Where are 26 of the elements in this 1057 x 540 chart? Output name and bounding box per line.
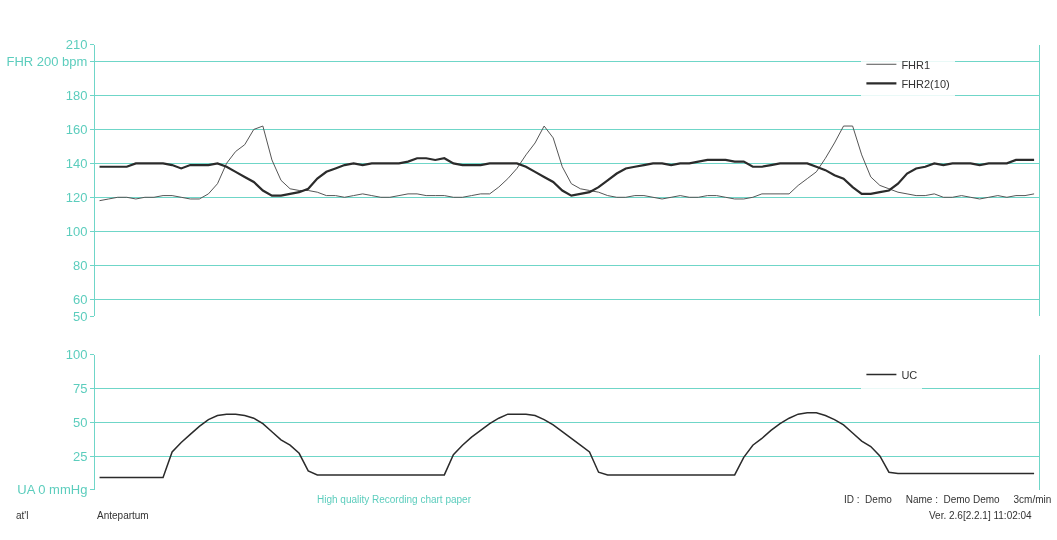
- y-tick-label: UA 0 mmHg: [17, 482, 88, 498]
- y-tick-label: 25: [72, 448, 88, 464]
- legend-label: FHR1: [901, 58, 931, 71]
- text: at'l: [16, 510, 29, 521]
- line-series: [98, 157, 1036, 197]
- y-tick-label: 180: [65, 88, 88, 104]
- y-tick-label: FHR 200 bpm: [6, 54, 88, 70]
- line-series: [99, 125, 1035, 202]
- y-tick-label: 210: [65, 37, 88, 53]
- legend-label: UC: [901, 368, 918, 381]
- y-tick-label: 160: [65, 121, 88, 137]
- text: ID : Demo Name : Demo Demo 3cm/min: [844, 494, 1052, 505]
- y-tick-label: 75: [72, 381, 88, 397]
- legend-label: FHR2(10): [901, 77, 950, 90]
- text: High quality Recording chart paper: [317, 494, 472, 505]
- y-tick-label: 100: [65, 223, 88, 239]
- y-tick-label: 140: [65, 155, 88, 171]
- y-tick-label: 50: [72, 308, 88, 324]
- line-series: [98, 412, 1035, 479]
- y-tick-label: 50: [72, 414, 88, 430]
- y-tick-label: 80: [72, 257, 88, 273]
- text: Antepartum: [97, 510, 149, 521]
- text: Ver. 2.6[2.2.1] 11:02:04: [929, 510, 1033, 521]
- y-tick-label: 100: [65, 347, 88, 363]
- y-tick-label: 120: [65, 189, 88, 205]
- y-tick-label: 60: [72, 291, 88, 307]
